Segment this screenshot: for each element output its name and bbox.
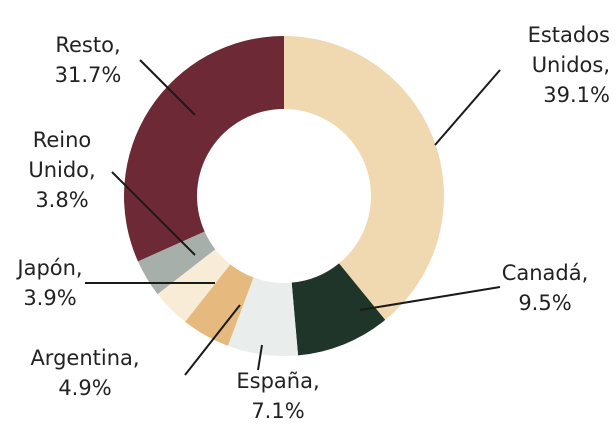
category-label: España, (236, 369, 320, 393)
value-label: 39.1% (543, 83, 610, 107)
category-label: Canadá, (501, 261, 589, 285)
slice-label: Canadá, 9.5% (502, 258, 589, 318)
value-label: 4.9% (58, 376, 112, 400)
category-label: Japón, (17, 256, 83, 280)
slice-label: Japón, 3.9% (17, 253, 82, 313)
slice-label: Reino Unido, 3.8% (28, 125, 95, 215)
leader-line (359, 286, 501, 311)
value-label: 7.1% (251, 399, 305, 423)
leader-line (111, 171, 196, 256)
donut-slice (137, 231, 216, 295)
category-label: Argentina, (30, 346, 140, 370)
leader-line (184, 304, 241, 376)
slice-label: Argentina, 4.9% (30, 343, 139, 403)
donut-slice (227, 277, 299, 356)
category-label: Estados Unidos, (527, 23, 610, 77)
donut-slice (284, 36, 444, 320)
value-label: 9.5% (518, 291, 572, 315)
value-label: 31.7% (54, 63, 122, 87)
slice-label: Estados Unidos, 39.1% (528, 20, 610, 110)
donut-slice (185, 264, 254, 346)
slice-label: Resto, 31.7% (55, 30, 122, 90)
donut-slice (157, 249, 231, 322)
leader-line (257, 344, 263, 371)
leader-line (139, 59, 196, 116)
slice-label: España, 7.1% (236, 366, 319, 426)
donut-slice (291, 263, 386, 356)
category-label: Reino Unido, (28, 128, 96, 182)
category-label: Resto, (55, 33, 121, 57)
value-label: 3.8% (35, 188, 89, 212)
donut-slice (123, 36, 284, 262)
leader-line (434, 69, 501, 146)
value-label: 3.9% (23, 286, 77, 310)
